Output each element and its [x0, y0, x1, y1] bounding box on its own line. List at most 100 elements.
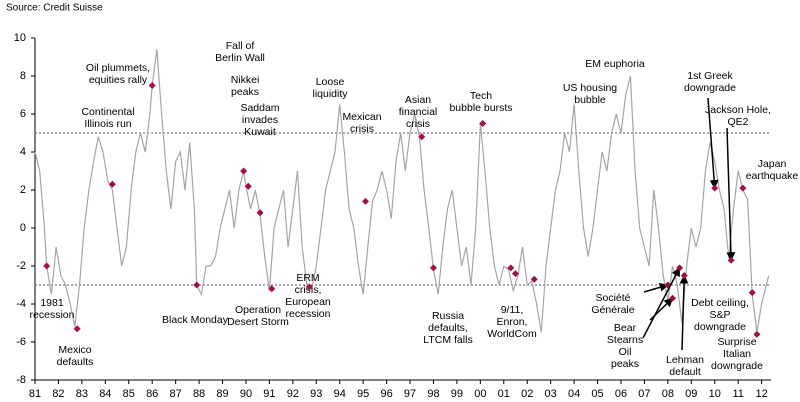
annotation-arrow [726, 127, 736, 262]
annotation: Générale [591, 304, 634, 316]
event-marker [739, 184, 747, 192]
event-marker [108, 180, 116, 188]
y-tick-label: 8 [20, 70, 26, 82]
annotation: Loose [316, 76, 345, 88]
x-tick-label: 12 [755, 388, 767, 400]
x-tick-label: 09 [685, 388, 697, 400]
event-marker [512, 270, 520, 278]
event-marker [680, 272, 688, 279]
annotation: US housing [563, 82, 617, 94]
event-marker [148, 82, 156, 89]
annotation: crisis [350, 123, 374, 135]
annotation: Illinois run [84, 118, 131, 130]
event-marker [43, 262, 51, 270]
annotation: 9/11, [501, 304, 524, 316]
annotation: recession [286, 308, 331, 320]
annotation: equities rally [89, 74, 148, 86]
annotation-arrow [643, 282, 669, 293]
event-marker [676, 264, 684, 272]
annotation: downgrade [684, 82, 736, 94]
x-tick-label: 86 [146, 388, 158, 400]
annotation: S&P [709, 309, 730, 321]
annotation: Japan [758, 158, 787, 170]
annotation: Société [595, 292, 630, 304]
annotation: Tech [470, 90, 492, 102]
y-tick-label: 2 [20, 184, 26, 196]
annotation: Nikkei [231, 74, 260, 86]
x-tick-label: 90 [240, 388, 252, 400]
annotation: Russia [432, 310, 464, 322]
event-marker [73, 325, 81, 333]
event-marker [530, 275, 538, 283]
x-tick-label: 02 [521, 388, 533, 400]
event-marker [244, 182, 252, 190]
annotation: European [285, 296, 331, 308]
x-tick-label: 10 [709, 388, 721, 400]
annotation-arrow [707, 97, 719, 189]
event-marker [711, 184, 719, 192]
annotation: Oil [619, 346, 632, 358]
x-tick-label: 85 [123, 388, 135, 400]
x-tick-label: 89 [216, 388, 228, 400]
x-tick-label: 05 [591, 388, 603, 400]
annotation: crisis [406, 118, 430, 130]
x-tick-label: 92 [287, 388, 299, 400]
x-tick-label: 83 [76, 388, 88, 400]
annotation: Surprise [717, 336, 756, 348]
annotation: liquidity [312, 88, 348, 100]
annotation: Jackson Hole, [705, 104, 771, 116]
y-tick-label: 4 [20, 146, 26, 158]
annotation: Kuwait [244, 126, 276, 138]
x-tick-label: 91 [263, 388, 275, 400]
event-marker [240, 167, 248, 175]
annotation: invades [242, 114, 278, 126]
y-tick-label: 0 [20, 222, 26, 234]
annotation: Italian [723, 348, 751, 360]
annotation: 1981 [40, 297, 64, 309]
annotation: 1st Greek [687, 70, 733, 82]
x-tick-label: 93 [310, 388, 322, 400]
annotation: Enron, [497, 316, 528, 328]
x-tick-label: 00 [474, 388, 486, 400]
event-marker [361, 197, 369, 205]
annotation: peaks [231, 86, 259, 98]
x-tick-label: 03 [545, 388, 557, 400]
annotation: ERM [296, 272, 319, 284]
event-marker [727, 256, 735, 264]
annotation: Lehman [666, 354, 704, 366]
event-marker [429, 264, 437, 272]
annotation: financial [399, 106, 438, 118]
annotation: downgrade [711, 360, 763, 372]
x-tick-label: 04 [568, 388, 580, 400]
annotation: EM euphoria [585, 58, 645, 70]
x-tick-label: 96 [380, 388, 392, 400]
annotation: downgrade [694, 321, 746, 333]
y-tick-label: -4 [16, 298, 26, 310]
x-tick-label: 88 [193, 388, 205, 400]
x-tick-label: 98 [427, 388, 439, 400]
annotation-arrow [642, 267, 681, 339]
annotation: Black Monday [162, 314, 229, 326]
x-tick-label: 99 [451, 388, 463, 400]
annotation: Oil plummets, [86, 62, 150, 74]
event-marker [479, 120, 487, 127]
x-tick-label: 87 [170, 388, 182, 400]
x-tick-label: 01 [498, 388, 510, 400]
event-marker [256, 209, 264, 217]
annotation: Asian [405, 94, 431, 106]
source: Source: Credit Suisse [6, 3, 103, 14]
event-marker [669, 294, 677, 302]
annotation: Mexico [58, 344, 91, 356]
annotation: defaults, [428, 322, 468, 334]
x-tick-label: 11 [732, 388, 743, 400]
annotation: Operation [235, 304, 281, 316]
x-tick-label: 95 [357, 388, 369, 400]
annotation: Debt ceiling, [691, 297, 749, 309]
y-tick-label: -6 [16, 336, 26, 348]
annotation: bubble [574, 94, 606, 106]
x-tick-label: 84 [99, 388, 111, 400]
annotation: Stearns [607, 334, 643, 346]
annotation: QE2 [727, 116, 748, 128]
event-marker [418, 133, 426, 141]
